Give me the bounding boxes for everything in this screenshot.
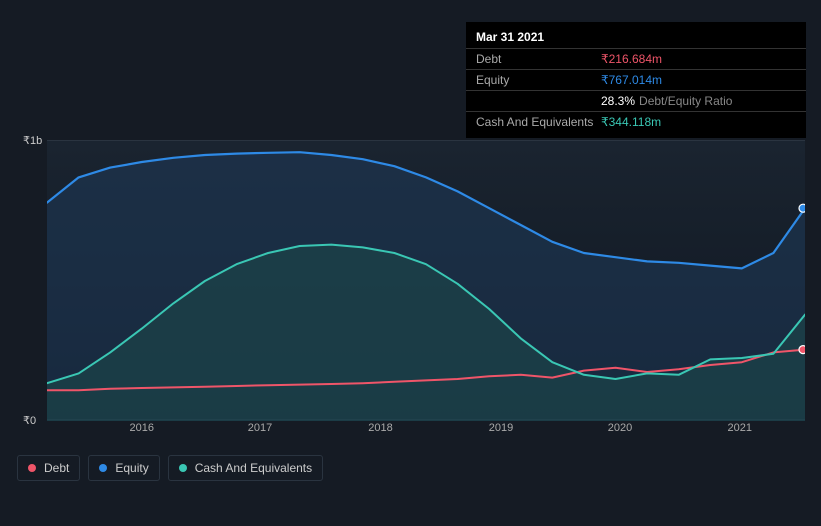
tooltip-row-label bbox=[476, 94, 601, 108]
tooltip-row: 28.3% Debt/Equity Ratio bbox=[466, 90, 806, 111]
y-axis-label-top: ₹1b bbox=[23, 134, 42, 147]
chart-svg bbox=[47, 141, 805, 421]
chart-container: ₹1b ₹0 2016 2017 2018 2019 2020 2021 bbox=[17, 120, 805, 440]
legend-label: Equity bbox=[115, 461, 148, 475]
tooltip-row-suffix: Debt/Equity Ratio bbox=[639, 94, 732, 108]
tooltip-row-label: Debt bbox=[476, 52, 601, 66]
tooltip-row: Equity₹767.014m bbox=[466, 69, 806, 90]
legend-item[interactable]: Cash And Equivalents bbox=[168, 455, 323, 481]
x-axis-tick: 2016 bbox=[130, 422, 154, 434]
legend-item[interactable]: Debt bbox=[17, 455, 80, 481]
legend-item[interactable]: Equity bbox=[88, 455, 159, 481]
chart-legend: Debt Equity Cash And Equivalents bbox=[17, 455, 323, 481]
tooltip-row: Debt₹216.684m bbox=[466, 48, 806, 69]
tooltip-row-value: ₹767.014m bbox=[601, 73, 662, 87]
y-axis-label-bottom: ₹0 bbox=[23, 414, 36, 427]
x-axis-tick: 2021 bbox=[728, 422, 752, 434]
legend-label: Cash And Equivalents bbox=[195, 461, 312, 475]
x-axis-tick: 2018 bbox=[368, 422, 392, 434]
legend-dot-icon bbox=[99, 464, 107, 472]
legend-dot-icon bbox=[179, 464, 187, 472]
tooltip-row-value: ₹216.684m bbox=[601, 52, 662, 66]
tooltip-row-value: 28.3% bbox=[601, 94, 635, 108]
legend-label: Debt bbox=[44, 461, 69, 475]
legend-dot-icon bbox=[28, 464, 36, 472]
tooltip-row-label: Equity bbox=[476, 73, 601, 87]
x-axis-tick: 2017 bbox=[248, 422, 272, 434]
x-axis-tick: 2020 bbox=[608, 422, 632, 434]
chart-plot-area[interactable] bbox=[47, 140, 805, 420]
x-axis-tick: 2019 bbox=[489, 422, 513, 434]
tooltip-date: Mar 31 2021 bbox=[466, 28, 806, 48]
x-axis: 2016 2017 2018 2019 2020 2021 bbox=[47, 422, 805, 442]
